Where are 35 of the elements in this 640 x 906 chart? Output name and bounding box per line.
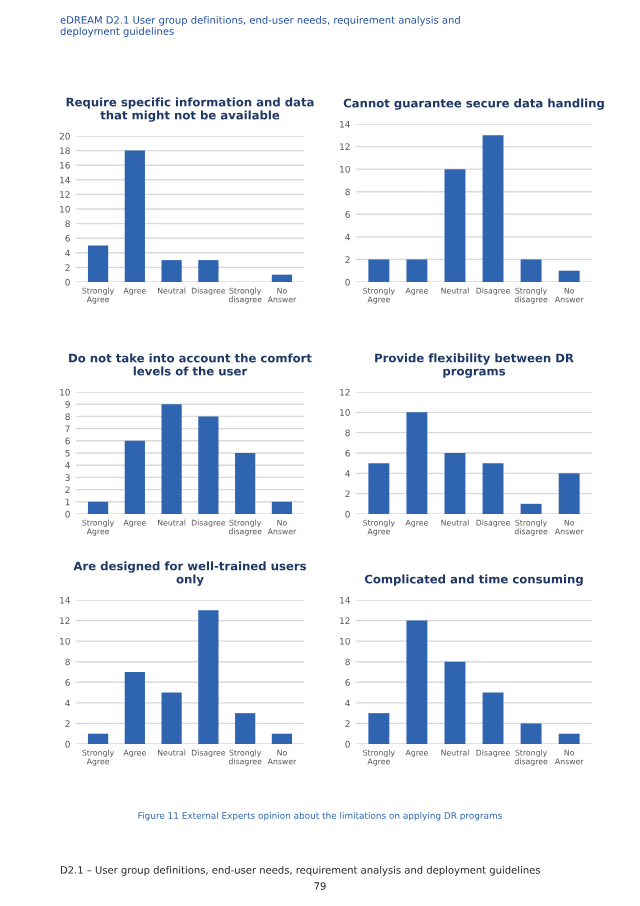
bar [198,610,219,744]
bar [406,412,428,514]
bar [124,150,145,282]
bar [444,169,466,282]
bar [198,416,219,514]
bar [558,733,580,744]
bar [271,733,293,744]
bar [124,672,145,744]
bar [198,260,219,282]
bar [482,692,504,744]
bar [444,453,466,514]
bar [271,274,293,282]
bar [161,692,182,744]
bar [482,463,504,514]
bar [482,135,504,282]
bar [271,501,293,514]
bar [368,463,390,514]
bar [520,259,542,282]
bar [161,260,182,282]
bar [406,620,428,744]
bar [87,733,109,744]
bar [87,245,109,282]
bar [444,661,466,744]
bar [520,503,542,514]
bar [161,404,182,514]
bar [520,723,542,744]
bar [124,440,145,514]
bar [368,259,390,282]
bar [235,453,256,514]
bar [558,473,580,514]
bar [368,713,390,744]
bar [406,259,428,282]
bar [87,501,109,514]
bar [235,713,256,744]
bar [558,270,580,282]
